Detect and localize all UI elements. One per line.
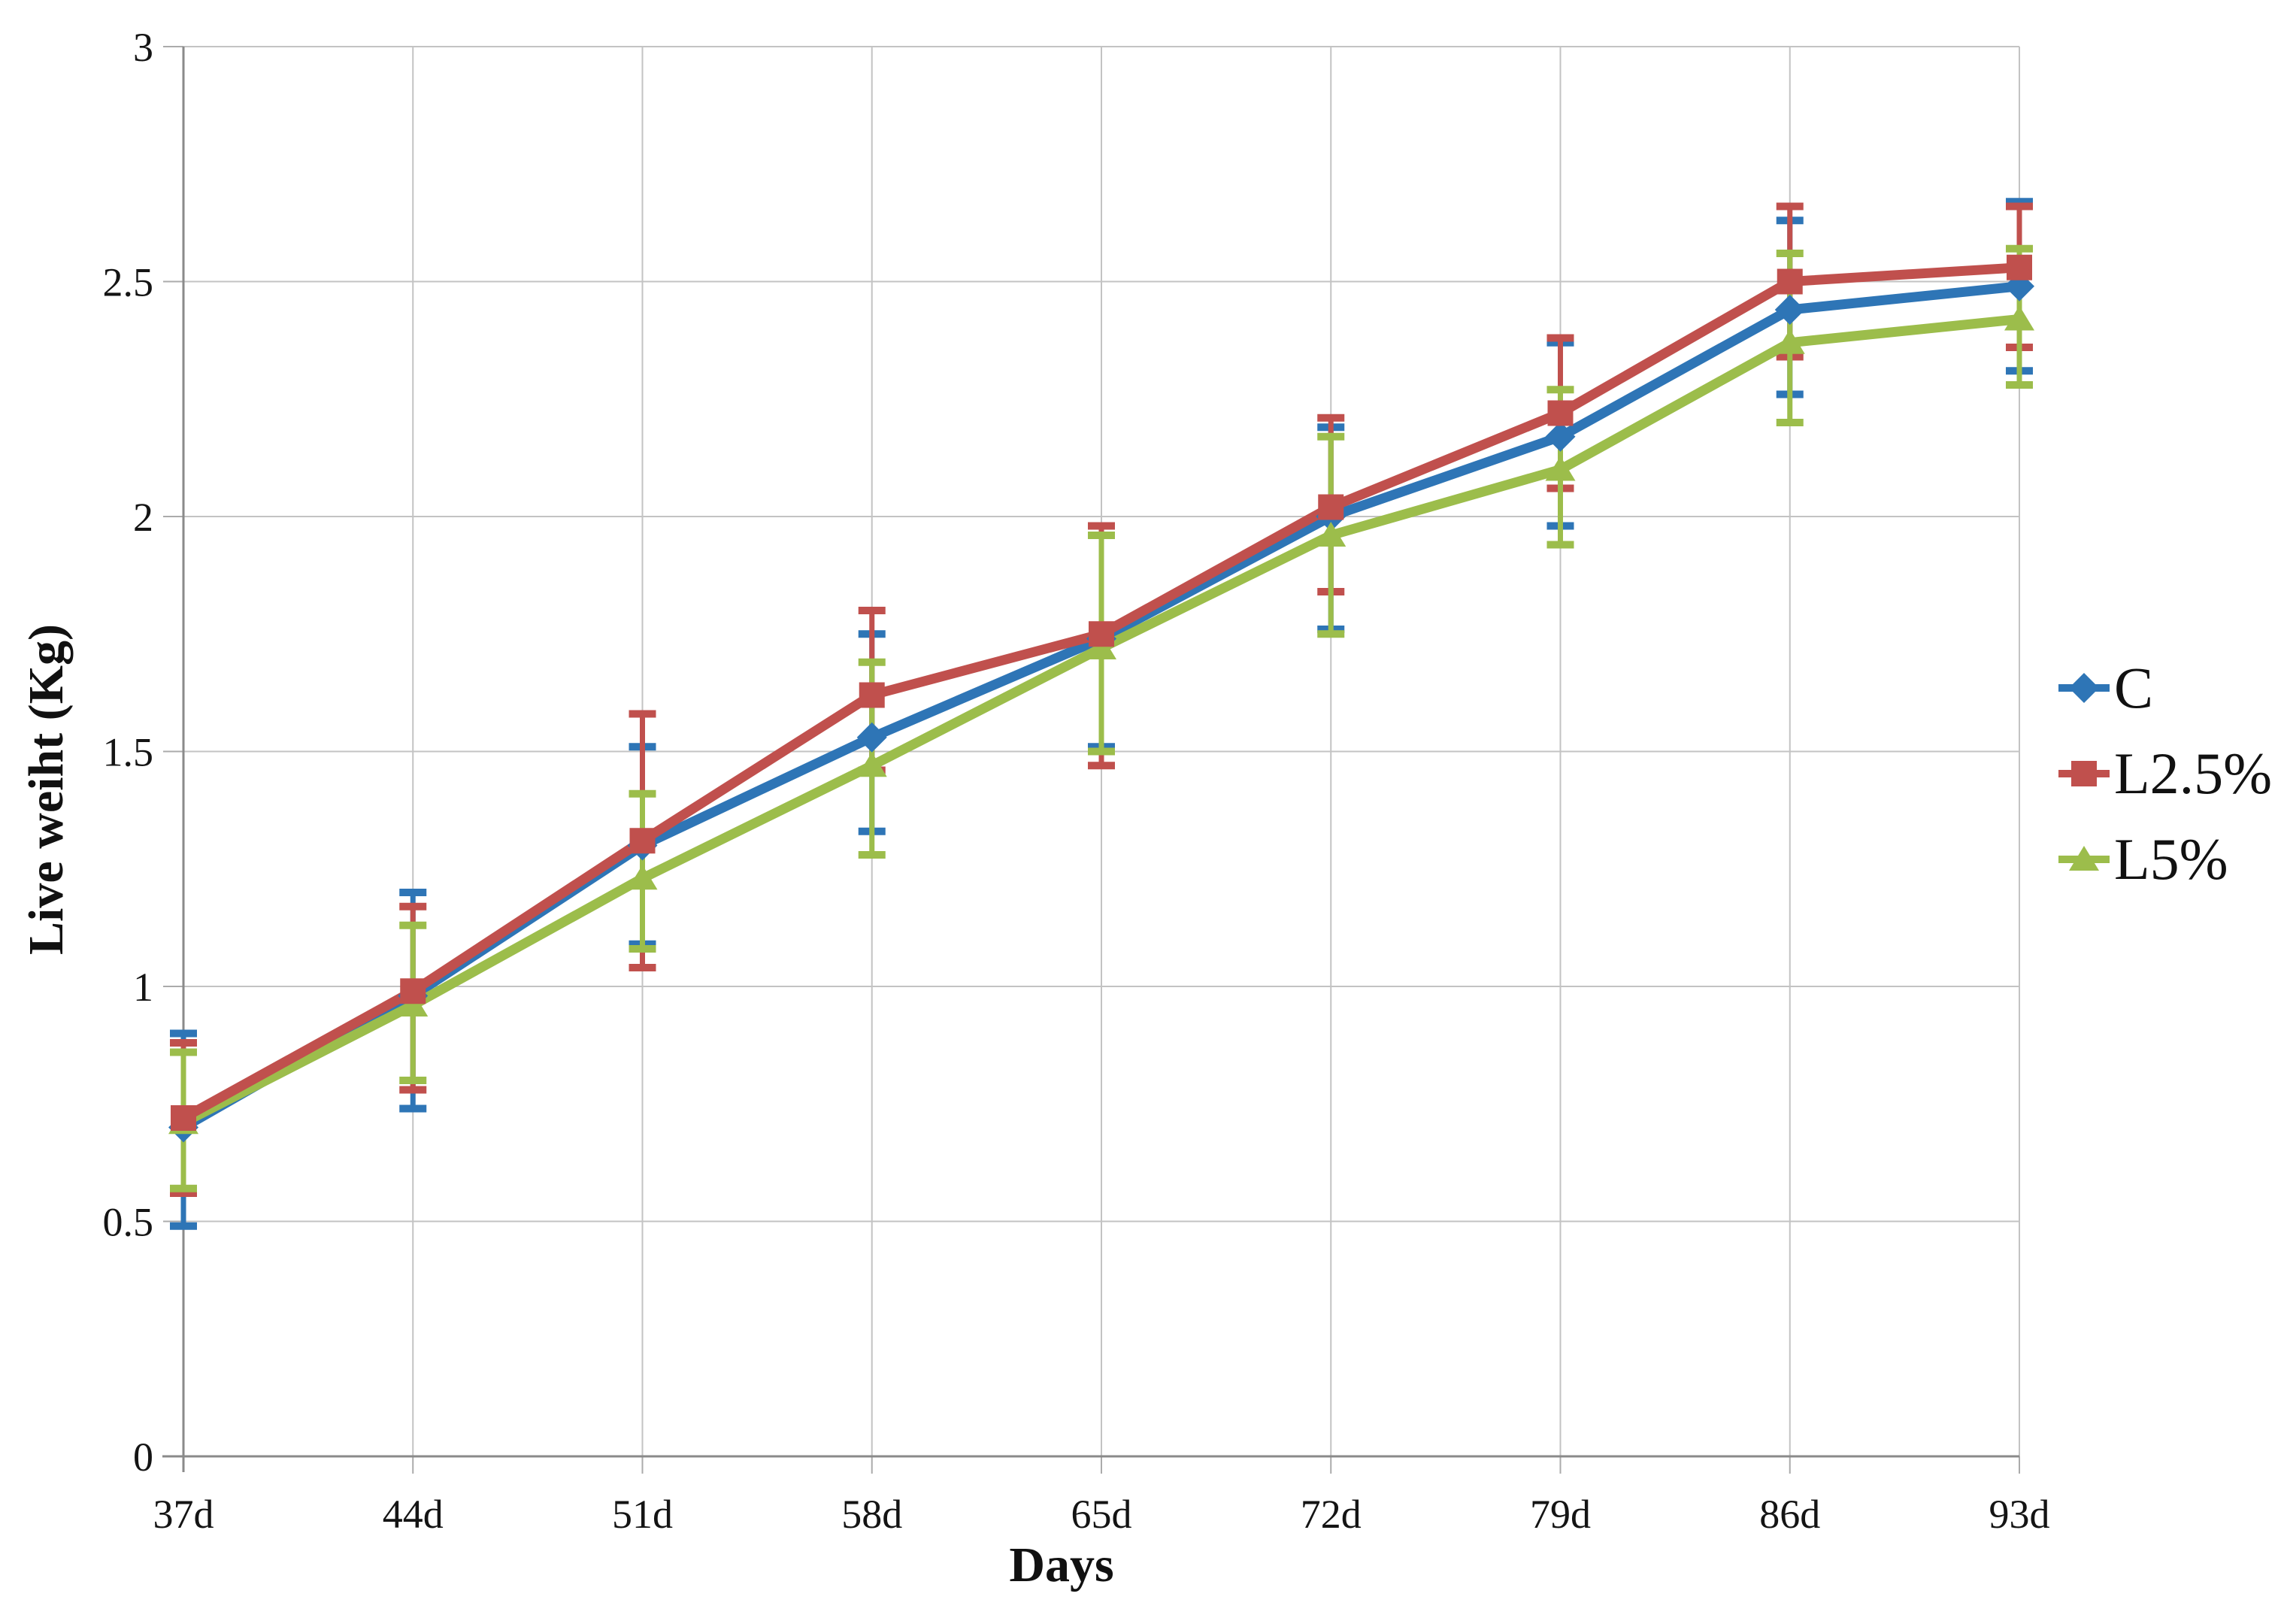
marker-C	[856, 722, 887, 753]
marker-L2.5%	[1318, 494, 1344, 520]
x-tick-label: 37d	[153, 1492, 214, 1537]
marker-L5%	[2004, 305, 2034, 331]
x-tick-label: 58d	[841, 1492, 902, 1537]
marker-C	[1774, 295, 1805, 325]
marker-L5%	[856, 752, 887, 777]
legend-marker-l25-icon	[2058, 761, 2110, 786]
legend-label-l25: L2.5%	[2114, 741, 2273, 806]
marker-L2.5%	[629, 828, 656, 854]
marker-L2.5%	[1089, 621, 1114, 647]
x-tick-label: 72d	[1301, 1492, 1362, 1537]
marker-L5%	[1316, 522, 1346, 547]
legend-item-c: C	[2057, 655, 2272, 720]
x-tick-label: 51d	[612, 1492, 673, 1537]
triangle-icon	[2069, 846, 2099, 871]
marker-L2.5%	[171, 1105, 196, 1131]
x-tick-label: 86d	[1759, 1492, 1820, 1537]
legend-marker-c-icon	[2058, 673, 2110, 703]
y-tick-label: 0.5	[103, 1200, 154, 1245]
legend-item-l5: L5%	[2057, 826, 2272, 892]
x-tick-label: 44d	[383, 1492, 444, 1537]
y-tick-label: 1.5	[103, 730, 154, 775]
x-axis-title: Days	[1009, 1538, 1114, 1592]
legend: C L2.5% L5%	[2057, 655, 2272, 892]
marker-L5%	[1774, 329, 1805, 354]
legend-label-c: C	[2114, 655, 2154, 720]
legend-label-l5: L5%	[2114, 826, 2228, 892]
y-tick-label: 3	[133, 25, 153, 70]
marker-L2.5%	[1547, 400, 1574, 426]
y-tick-label: 2.5	[103, 260, 154, 305]
y-tick-label: 0	[133, 1435, 153, 1480]
marker-L5%	[1086, 635, 1116, 659]
marker-L5%	[1545, 456, 1576, 481]
legend-marker-l5-icon	[2058, 846, 2110, 871]
square-icon	[2071, 761, 2097, 786]
marker-L2.5%	[2007, 254, 2032, 280]
y-tick-label: 2	[133, 495, 153, 540]
x-tick-label: 93d	[1989, 1492, 2050, 1537]
marker-L5%	[398, 992, 429, 1017]
diamond-icon	[2069, 673, 2099, 703]
marker-L2.5%	[1777, 268, 1803, 295]
x-tick-label: 79d	[1530, 1492, 1591, 1537]
y-tick-label: 1	[133, 965, 153, 1010]
marker-L5%	[627, 865, 658, 890]
marker-L2.5%	[400, 978, 426, 1004]
y-axis-title: Live weiht (Kg)	[19, 624, 74, 955]
legend-item-l25: L2.5%	[2057, 741, 2272, 806]
marker-L2.5%	[859, 682, 885, 708]
marker-C	[1545, 421, 1576, 452]
x-tick-label: 65d	[1071, 1492, 1132, 1537]
